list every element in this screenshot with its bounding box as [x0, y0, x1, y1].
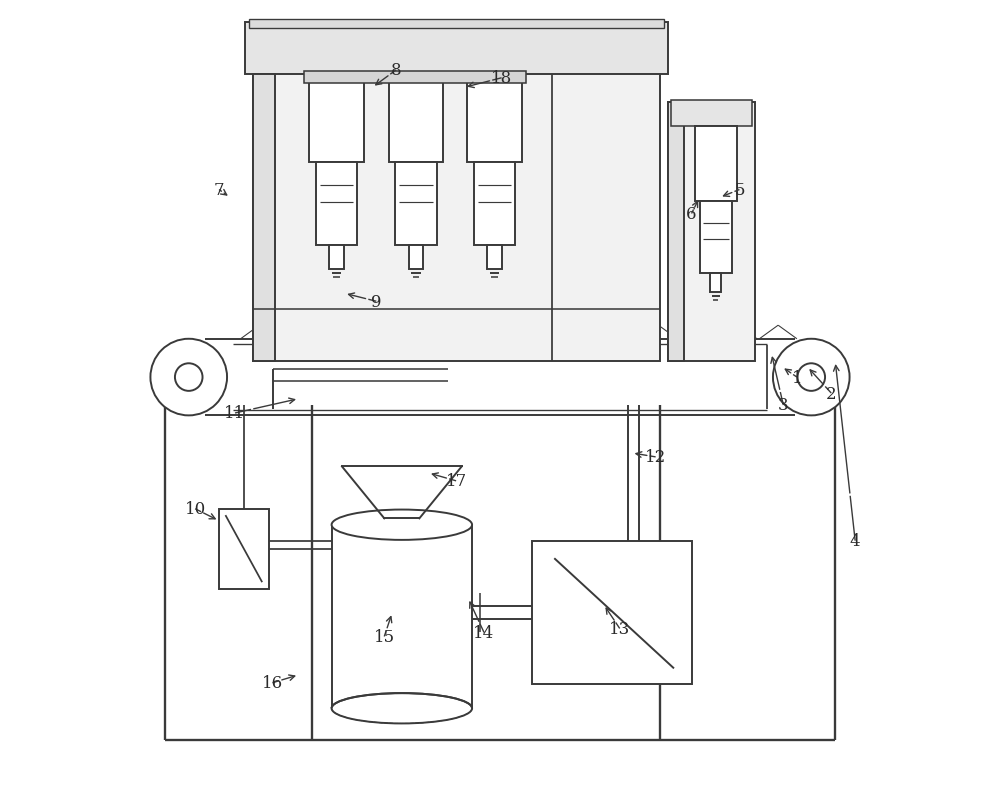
- Text: 16: 16: [262, 675, 283, 692]
- Text: 7: 7: [214, 182, 224, 199]
- Bar: [253, 75, 275, 362]
- Bar: [395, 162, 437, 246]
- Text: 12: 12: [645, 448, 666, 466]
- Bar: [249, 19, 664, 29]
- Ellipse shape: [332, 693, 472, 723]
- Bar: [304, 71, 526, 84]
- Text: 13: 13: [609, 620, 630, 637]
- Bar: [309, 75, 364, 162]
- Text: 5: 5: [734, 182, 745, 199]
- Bar: [700, 202, 732, 274]
- Bar: [671, 101, 752, 127]
- Ellipse shape: [332, 693, 472, 723]
- Text: 9: 9: [371, 294, 382, 311]
- Text: 8: 8: [391, 62, 402, 79]
- Bar: [474, 162, 515, 246]
- Bar: [487, 246, 502, 270]
- Bar: [710, 274, 721, 293]
- Ellipse shape: [332, 510, 472, 540]
- Circle shape: [175, 364, 203, 392]
- Bar: [316, 162, 357, 246]
- Circle shape: [150, 339, 227, 416]
- Bar: [219, 509, 269, 589]
- Bar: [389, 75, 443, 162]
- Text: 11: 11: [224, 405, 246, 422]
- Bar: [695, 127, 737, 202]
- Text: 3: 3: [778, 397, 789, 414]
- Text: 14: 14: [473, 624, 495, 642]
- Text: 15: 15: [374, 629, 395, 646]
- Text: 1: 1: [792, 369, 802, 386]
- Text: 17: 17: [445, 473, 467, 490]
- Bar: [668, 102, 684, 362]
- Bar: [668, 102, 755, 362]
- Bar: [253, 39, 660, 362]
- Bar: [245, 23, 668, 75]
- Text: 4: 4: [850, 533, 860, 550]
- Bar: [532, 541, 692, 684]
- Circle shape: [773, 339, 850, 416]
- Text: 10: 10: [184, 500, 206, 517]
- Text: 6: 6: [686, 206, 697, 223]
- Bar: [409, 246, 423, 270]
- Text: 2: 2: [826, 385, 837, 402]
- Circle shape: [797, 364, 825, 392]
- Text: 18: 18: [491, 71, 512, 87]
- Bar: [329, 246, 344, 270]
- Bar: [467, 75, 522, 162]
